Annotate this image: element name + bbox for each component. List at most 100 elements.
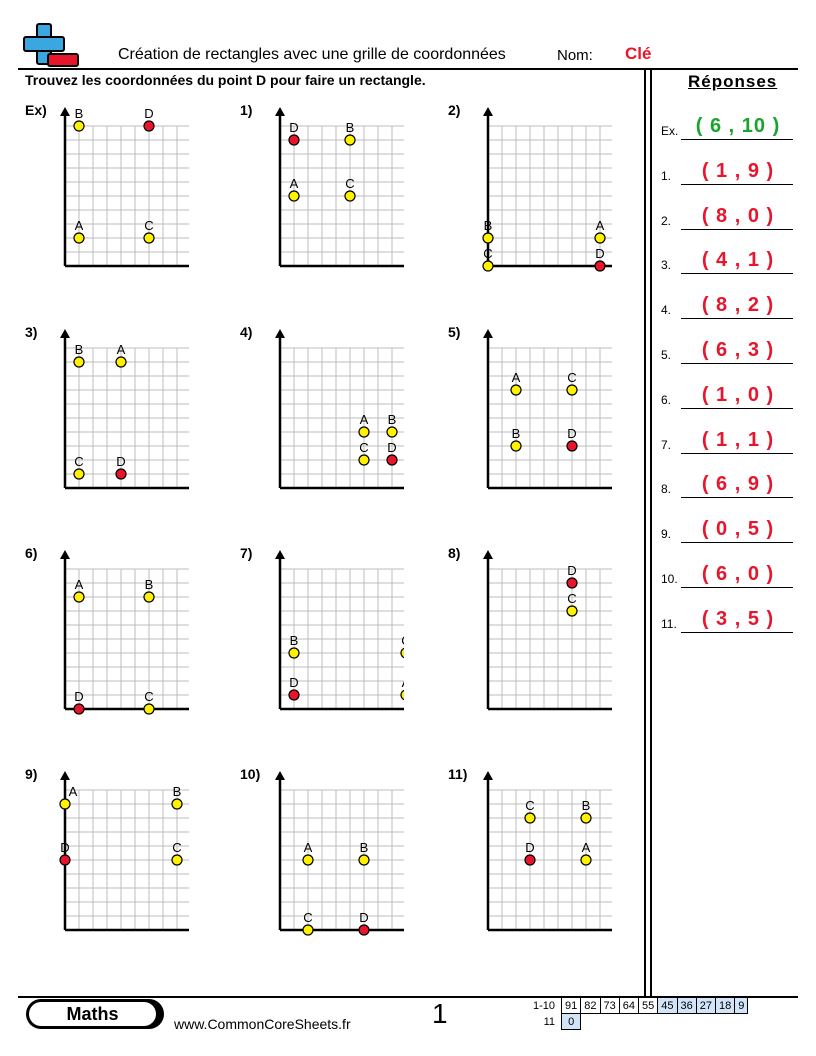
point-label: B	[582, 798, 591, 813]
answer-number: 7.	[661, 437, 672, 452]
point-marker	[115, 356, 127, 368]
point-label: B	[75, 342, 84, 357]
point-marker	[171, 854, 183, 866]
point-label: A	[75, 577, 84, 592]
score-table: 1-10 91 82 73 64 55 45 36 27 18 9 11 0	[530, 997, 749, 1030]
coordinate-grid: B A C D	[60, 329, 189, 490]
answer-value: ( 4 , 1 )	[701, 249, 775, 272]
answer-row: 11. ( 3 , 5 )	[661, 603, 793, 633]
point-label: D	[144, 106, 153, 121]
answer-line	[681, 542, 793, 544]
point-d-marker	[143, 120, 155, 132]
score-cell: 45	[657, 997, 678, 1014]
y-axis-arrow-icon	[275, 550, 285, 559]
point-d-marker	[115, 468, 127, 480]
problem-number: Ex)	[25, 102, 47, 118]
grid-lines	[65, 789, 189, 930]
answer-line	[681, 139, 793, 140]
y-axis-arrow-icon	[483, 550, 493, 559]
point-label: D	[289, 675, 298, 690]
point-marker	[482, 260, 494, 272]
problem-number: 8)	[448, 545, 461, 561]
answer-column-divider-inner	[650, 68, 652, 996]
coordinate-grid: A B C D	[275, 329, 404, 490]
point-marker	[143, 591, 155, 603]
point-d-marker	[288, 689, 300, 701]
coordinate-grid: A B D C	[60, 550, 189, 715]
point-label: B	[484, 218, 493, 233]
answer-number: 6.	[661, 392, 672, 407]
point-label: A	[596, 218, 605, 233]
grid-lines	[65, 347, 189, 488]
answer-row: 4. ( 8 , 2 )	[661, 289, 793, 320]
answer-row: 3. ( 4 , 1 )	[661, 244, 793, 275]
point-label: B	[75, 106, 84, 121]
point-label: B	[173, 784, 182, 799]
point-label: C	[144, 689, 153, 704]
problem-number: 7)	[240, 545, 253, 561]
point-marker	[510, 384, 522, 396]
point-d-marker	[524, 854, 536, 866]
answer-row: 5. ( 6 , 3 )	[661, 334, 793, 364]
score-cell: 82	[580, 997, 601, 1014]
point-label: A	[290, 176, 299, 191]
answer-value: ( 8 , 2 )	[701, 294, 775, 317]
point-d-marker	[288, 134, 300, 146]
point-marker	[580, 812, 592, 824]
score-row-label: 1-10	[533, 999, 556, 1012]
instruction-text: Trouvez les coordonnées du point D pour …	[25, 72, 426, 88]
problem-number: 10)	[240, 766, 261, 782]
answer-value: ( 1 , 0 )	[701, 383, 775, 406]
answer-number: 3.	[661, 258, 672, 273]
point-marker	[73, 232, 85, 244]
score-cell: 0	[561, 1013, 582, 1030]
point-marker	[344, 190, 356, 202]
point-marker	[288, 647, 300, 659]
coordinate-grid: DACB	[483, 550, 612, 711]
answer-value: ( 6 , 9 )	[701, 473, 775, 496]
point-label: C	[359, 440, 368, 455]
answer-line	[681, 363, 793, 364]
point-marker	[482, 232, 494, 244]
footer-divider	[18, 996, 798, 998]
answer-number: 2.	[661, 213, 672, 228]
point-label: C	[401, 633, 404, 648]
point-d-marker	[386, 454, 398, 466]
point-label: C	[345, 176, 354, 191]
coordinate-grid: A C B D	[483, 329, 612, 490]
answer-value: ( 1 , 1 )	[701, 428, 775, 451]
website-link[interactable]: www.CommonCoreSheets.fr	[174, 1016, 351, 1032]
point-label: A	[304, 840, 313, 855]
y-axis-arrow-icon	[275, 107, 285, 116]
problem-number: 6)	[25, 545, 38, 561]
score-cell: 64	[618, 997, 640, 1014]
point-label: D	[595, 246, 604, 261]
point-marker	[288, 190, 300, 202]
answer-row: 2. ( 8 , 0 )	[661, 200, 793, 230]
problem-number: 5)	[448, 324, 461, 340]
grid-lines	[65, 125, 189, 266]
coordinate-grid: A B D C	[59, 771, 189, 932]
answer-number: 11.	[661, 616, 677, 631]
point-marker	[580, 854, 592, 866]
point-marker	[302, 854, 314, 866]
point-marker	[171, 798, 183, 810]
grid-lines	[280, 789, 404, 930]
answer-number: 10.	[661, 572, 678, 586]
header-divider	[18, 68, 798, 70]
coordinate-grid: B C D A	[275, 550, 404, 711]
point-d-marker	[358, 924, 370, 936]
problem-number: 2)	[448, 102, 461, 118]
answer-value: ( 6 , 3 )	[701, 339, 775, 361]
point-label: A	[360, 412, 369, 427]
point-label: C	[567, 591, 576, 606]
y-axis-arrow-icon	[60, 771, 70, 780]
point-marker	[73, 356, 85, 368]
answer-row: 6. ( 1 , 0 )	[661, 379, 793, 409]
grid-lines	[488, 125, 612, 266]
y-axis-arrow-icon	[60, 107, 70, 116]
point-label: D	[567, 426, 576, 441]
answer-row: 7. ( 1 , 1 )	[661, 424, 793, 454]
point-label: A	[75, 218, 84, 233]
answer-column-divider	[644, 68, 646, 996]
